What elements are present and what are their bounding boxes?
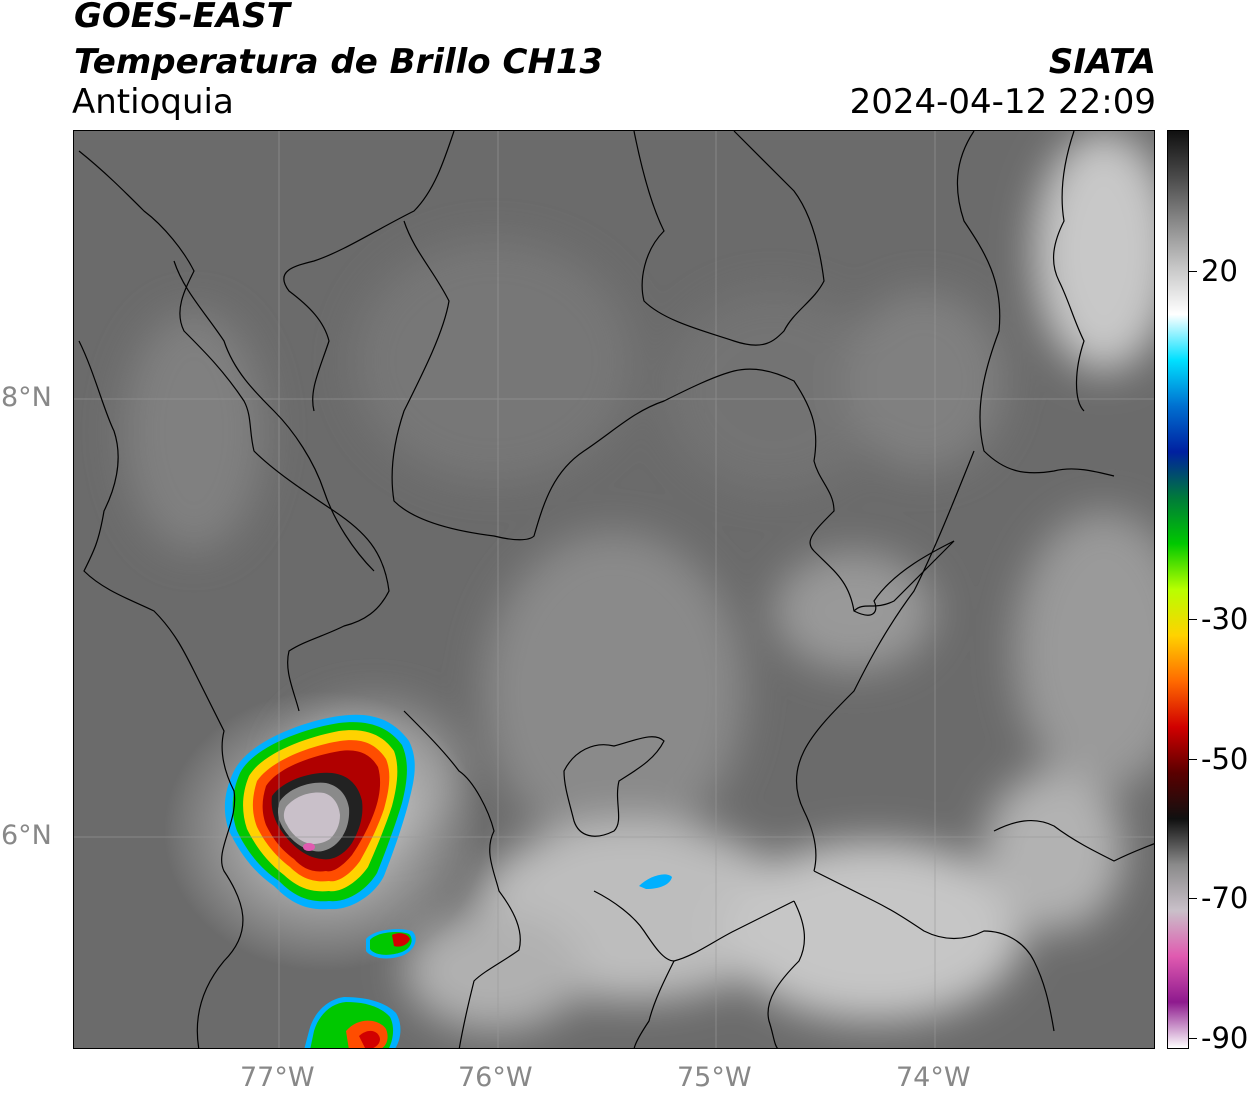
satellite-title: GOES-EAST [74,0,290,36]
lon-label-77w: 77°W [240,1062,315,1093]
colorbar-tick [1189,619,1197,620]
colorbar-label-20: 20 [1201,254,1238,288]
product-title: Temperatura de Brillo CH13 [74,42,604,82]
political-boundaries [78,131,1154,1048]
cloud-texture [124,131,1154,1031]
colorbar-label-minus50: -50 [1201,742,1249,776]
colorbar-tick [1189,759,1197,760]
satellite-map[interactable] [73,130,1155,1049]
storm-cell-main [164,691,484,971]
colorbar-tick [1189,1038,1197,1039]
datetime-label: 2024-04-12 22:09 [849,82,1156,122]
colorbar [1167,130,1189,1049]
lat-label-8n: 8°N [1,382,52,413]
lon-label-76w: 76°W [458,1062,533,1093]
lat-label-6n: 6°N [1,820,52,851]
storm-cell-south [366,929,416,959]
lon-label-75w: 75°W [677,1062,752,1093]
colorbar-tick [1189,898,1197,899]
lon-label-74w: 74°W [896,1062,971,1093]
colorbar-label-minus70: -70 [1201,881,1249,915]
agency-label: SIATA [1048,42,1156,82]
storm-cell-bottom [304,997,401,1048]
small-cloud-cell [639,874,672,889]
region-label: Antioquia [72,82,234,122]
colorbar-label-minus30: -30 [1201,602,1249,636]
colorbar-tick [1189,271,1197,272]
gridlines [74,131,1154,1048]
colorbar-label-minus90: -90 [1201,1021,1249,1055]
